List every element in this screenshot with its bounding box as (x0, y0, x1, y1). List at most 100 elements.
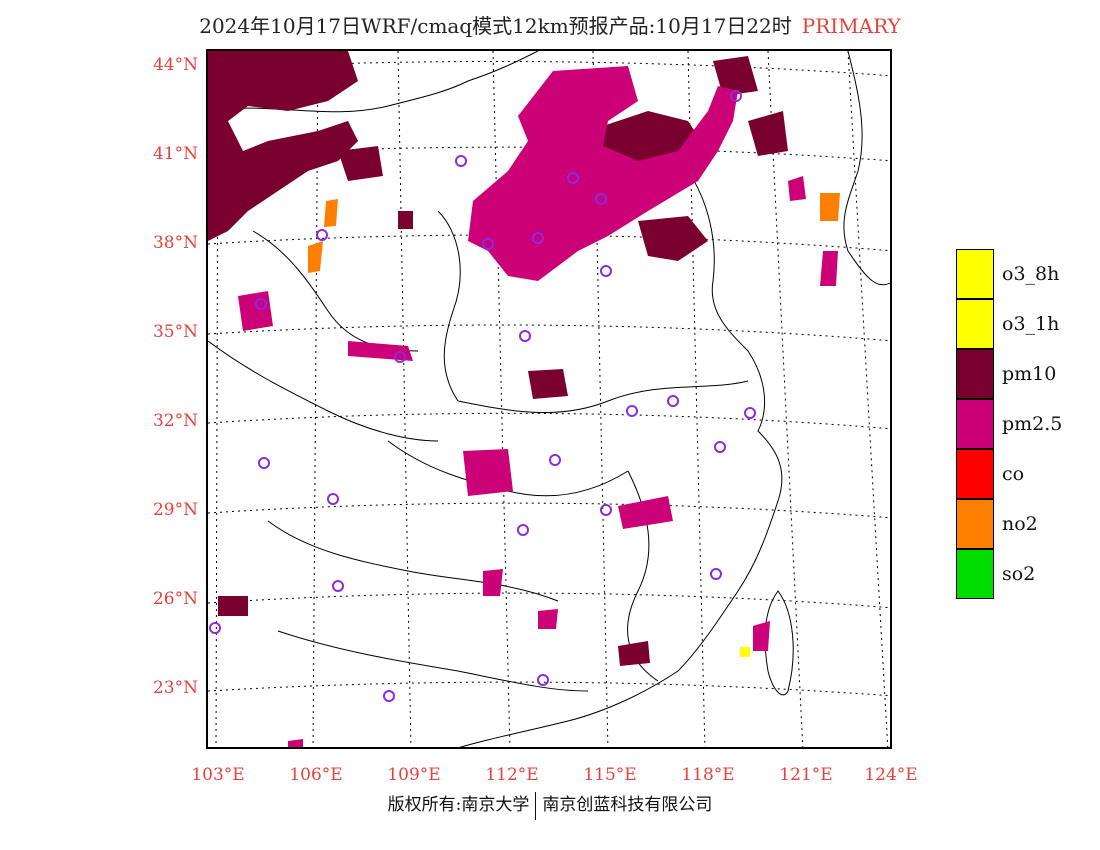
lon-label-112: 112°E (485, 765, 539, 785)
station-marker (600, 265, 612, 277)
pm25-spot-south (288, 739, 303, 747)
border-jiangsu (747, 350, 783, 502)
lon-label-103: 103°E (191, 765, 245, 785)
border-gansu (252, 230, 419, 352)
pm25-spot-guangdong (538, 609, 558, 629)
pm10-region-henan (528, 369, 568, 399)
border-guizhou (267, 520, 559, 602)
legend-label: no2 (1002, 513, 1038, 535)
title-primary-tag: PRIMARY (801, 14, 901, 38)
lat-label-26: 26°N (152, 589, 198, 609)
legend-swatch (956, 349, 994, 399)
station-marker (455, 155, 467, 167)
station-marker (316, 229, 328, 241)
lon-label-121: 121°E (779, 765, 833, 785)
station-marker (730, 90, 742, 102)
map-title: 2024年10月17日WRF/cmaq模式12km预报产品:10月17日22时 P… (0, 10, 1100, 39)
pm25-region-north-china (468, 66, 738, 281)
footer-divider (535, 791, 537, 820)
pm10-spot-guangdong (618, 641, 650, 666)
station-marker (517, 524, 529, 536)
border-henan (457, 380, 749, 413)
pm25-spot-taiwan (753, 621, 770, 651)
legend-swatch (956, 299, 994, 349)
graticule-lat-29 (208, 502, 890, 519)
lon-label-124: 124°E (864, 765, 918, 785)
station-marker (519, 330, 531, 342)
pm25-spot-bohai (788, 176, 806, 201)
pm25-layer (238, 66, 838, 747)
graticule-lon-106 (312, 51, 319, 747)
legend-label: so2 (1002, 563, 1036, 585)
station-marker (595, 193, 607, 205)
no2-spot-ningxia (324, 199, 338, 227)
pm10-region-northwest (208, 51, 358, 241)
copyright-right: 南京创蓝科技有限公司 (542, 795, 713, 815)
station-marker (209, 622, 221, 634)
coastline-south (459, 500, 779, 747)
pm10-region-ningxia (338, 146, 383, 181)
station-marker (482, 238, 494, 250)
lat-label-41: 41°N (152, 144, 198, 164)
lat-label-35: 35°N (152, 322, 198, 342)
pm10-spot-shaanxi (398, 211, 413, 229)
legend-label: pm10 (1002, 363, 1057, 385)
pm25-region-jiangxi (618, 496, 673, 529)
station-marker (327, 493, 339, 505)
copyright-left: 版权所有:南京大学 (387, 795, 530, 815)
legend-label: co (1002, 463, 1025, 485)
legend-label: o3_1h (1002, 313, 1060, 335)
graticule-lat-35 (208, 324, 890, 342)
border-bohai (687, 170, 749, 352)
pm10-region-liaoning (748, 111, 788, 156)
other-pollutants (308, 193, 840, 657)
copyright-footer: 版权所有:南京大学 南京创蓝科技有限公司 (0, 790, 1100, 820)
legend-label: o3_8h (1002, 263, 1060, 285)
pm25-region-shaanxi (348, 341, 413, 361)
lat-label-23: 23°N (152, 678, 198, 698)
station-marker (744, 407, 756, 419)
station-marker (332, 580, 344, 592)
pm25-region-korea (820, 251, 838, 286)
title-text: 2024年10月17日WRF/cmaq模式12km预报产品:10月17日22时 (199, 14, 792, 38)
legend-swatch (956, 249, 994, 299)
pm10-region-shandong (638, 216, 708, 261)
o3-spot-taiwan-strait (740, 647, 750, 657)
station-marker (667, 395, 679, 407)
graticule-lat-32 (208, 412, 890, 430)
lat-label-44: 44°N (152, 55, 198, 75)
no2-spot-lanzhou (308, 241, 323, 273)
border-guangxi (277, 630, 589, 692)
graticule-lon-115 (592, 51, 609, 747)
legend-label: pm2.5 (1002, 413, 1063, 435)
graticule-lat-23 (208, 681, 890, 697)
no2-spot-dalian (820, 193, 840, 221)
lon-label-106: 106°E (289, 765, 343, 785)
lon-label-115: 115°E (583, 765, 637, 785)
pm10-region-northeast (713, 56, 758, 96)
lat-label-29: 29°N (152, 500, 198, 520)
lon-label-118: 118°E (681, 765, 735, 785)
graticule-lon-124 (847, 51, 889, 747)
border-sichuan (208, 340, 439, 442)
graticule-lon-103 (215, 51, 219, 747)
lat-label-32: 32°N (152, 411, 198, 431)
station-marker (710, 568, 722, 580)
station-marker (383, 690, 395, 702)
pm25-region-chongqing (463, 449, 513, 496)
station-marker (567, 172, 579, 184)
taiwan-outline (764, 590, 794, 696)
station-marker (255, 298, 267, 310)
graticule-lat-26 (208, 592, 890, 609)
map-panel (206, 49, 892, 749)
lon-label-109: 109°E (387, 765, 441, 785)
pm10-layer (208, 51, 788, 666)
station-marker (714, 441, 726, 453)
station-marker (532, 232, 544, 244)
border-shaanxi (437, 210, 461, 402)
border-northeast (843, 51, 890, 286)
legend-swatch (956, 549, 994, 599)
pm25-spot-hunan (483, 569, 503, 596)
map-canvas (208, 51, 890, 747)
legend-swatch (956, 399, 994, 449)
